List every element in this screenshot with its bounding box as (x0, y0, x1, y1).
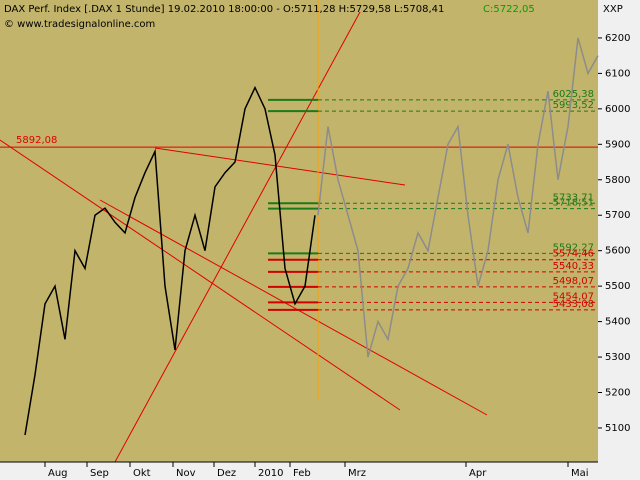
y-tick-label: 6100 (605, 68, 630, 79)
trend-line (154, 147, 406, 186)
y-tick-label: 5400 (605, 317, 630, 328)
x-tick-label: Mrz (348, 468, 366, 479)
level-label: 5718,51 (553, 198, 594, 209)
level-label: 5592,27 (553, 242, 594, 253)
symbol: XXP (603, 4, 623, 15)
trend-line (0, 139, 401, 411)
level-label: 6025,38 (553, 89, 594, 100)
trend-line (114, 11, 361, 463)
y-tick-label: 5800 (605, 175, 630, 186)
y-tick-label: 5700 (605, 210, 630, 221)
x-tick-label: Mai (571, 468, 589, 479)
y-tick-label: 5900 (605, 139, 630, 150)
level-label: 5433,08 (553, 299, 594, 310)
y-tick-label: 5100 (605, 423, 630, 434)
y-tick-label: 5500 (605, 281, 630, 292)
price-line (317, 37, 599, 358)
x-tick-label: Aug (48, 468, 68, 479)
level-label: 5540,33 (553, 261, 594, 272)
price-line (24, 85, 316, 436)
level-label: 5574,46 (553, 249, 594, 260)
x-tick-label: 2010 (258, 468, 283, 479)
x-tick-label: Feb (293, 468, 311, 479)
plot-area (0, 0, 598, 462)
level-label: 5454,07 (553, 291, 594, 302)
copyright: © www.tradesignalonline.com (4, 19, 155, 30)
x-tick-label: Dez (217, 468, 236, 479)
y-tick-label: 5600 (605, 246, 630, 257)
instrument-info: DAX Perf. Index [.DAX 1 Stunde] 19.02.20… (4, 4, 444, 15)
y-tick-label: 6200 (605, 33, 630, 44)
y-tick-label: 6000 (605, 104, 630, 115)
reference-label: 5892,08 (16, 135, 57, 146)
x-tick-label: Nov (176, 468, 196, 479)
level-label: 5498,07 (553, 276, 594, 287)
x-tick-label: Okt (133, 468, 151, 479)
x-tick-label: Apr (469, 468, 487, 479)
level-label: 5993,52 (553, 100, 594, 111)
x-tick-label: Sep (90, 468, 109, 479)
y-tick-label: 5300 (605, 352, 630, 363)
close-value: C:5722,05 (483, 4, 535, 15)
y-tick-label: 5200 (605, 388, 630, 399)
trend-line (99, 199, 488, 416)
level-label: 5733,71 (553, 192, 594, 203)
